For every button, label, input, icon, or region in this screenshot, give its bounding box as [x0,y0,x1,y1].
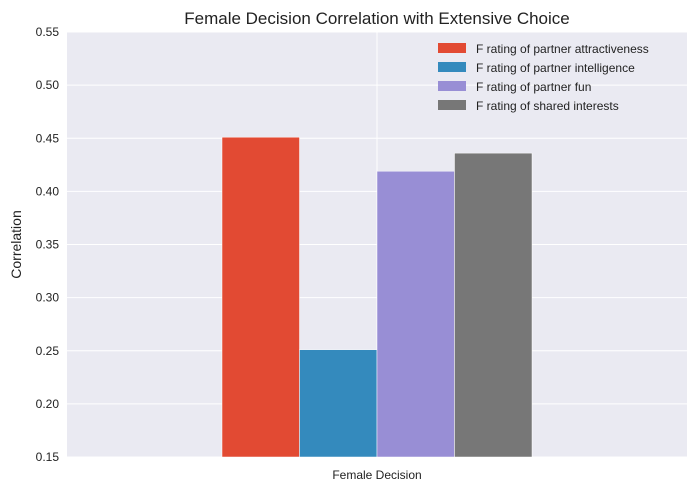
legend-swatch [438,62,466,72]
y-tick-labels: 0.15 0.20 0.25 0.30 0.35 0.40 0.45 0.50 0.55 [36,25,60,464]
bar-2 [376,170,455,458]
bar-0 [221,136,300,458]
legend: F rating of partner attractiveness F rati… [438,42,649,113]
y-tick-label: 0.20 [36,397,60,411]
legend-swatch [438,81,466,91]
y-axis-label: Correlation [8,210,24,278]
legend-label: F rating of shared interests [476,99,619,113]
y-tick-label: 0.50 [36,78,60,92]
legend-label: F rating of partner attractiveness [476,42,649,56]
x-tick-labels: Female Decision [332,468,421,482]
legend-swatch [438,100,466,110]
y-tick-label: 0.25 [36,344,60,358]
y-tick-label: 0.30 [36,291,60,305]
x-tick-label: Female Decision [332,468,421,482]
legend-swatch [438,43,466,53]
y-tick-label: 0.45 [36,131,60,145]
legend-label: F rating of partner intelligence [476,61,635,75]
y-tick-label: 0.35 [36,238,60,252]
legend-label: F rating of partner fun [476,80,591,94]
bar-3 [454,152,533,458]
y-tick-label: 0.15 [36,450,60,464]
bars [221,136,533,458]
chart-title: Female Decision Correlation with Extensi… [184,9,570,28]
y-tick-label: 0.40 [36,184,60,198]
y-tick-label: 0.55 [36,25,60,39]
bar-1 [299,349,378,458]
